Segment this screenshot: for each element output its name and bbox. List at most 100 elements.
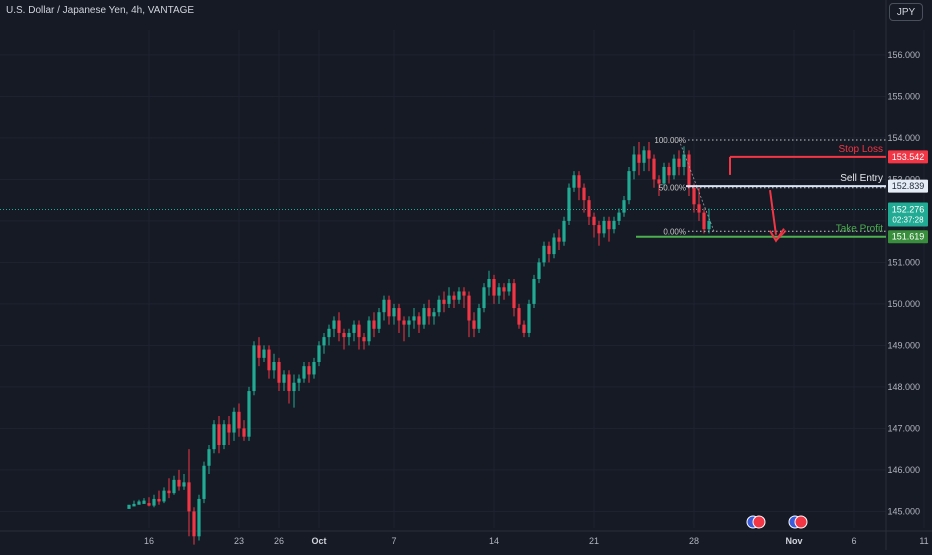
candle <box>147 503 151 506</box>
candle <box>152 498 156 506</box>
candle <box>162 490 166 502</box>
candle <box>492 279 496 296</box>
projection-arrow-down <box>769 189 777 235</box>
candle <box>637 154 641 163</box>
candle <box>407 320 411 325</box>
candle <box>292 382 296 392</box>
candle <box>267 349 271 371</box>
candle <box>362 337 366 342</box>
x-tick-label: 6 <box>851 536 856 546</box>
candle <box>432 312 436 317</box>
candle <box>522 324 526 333</box>
candle <box>537 262 541 279</box>
candle <box>257 345 261 358</box>
x-tick-label: Oct <box>311 536 326 546</box>
chart-title: U.S. Dollar / Japanese Yen, 4h, VANTAGE <box>6 5 195 16</box>
candle <box>142 500 146 504</box>
candle <box>227 424 231 433</box>
candle <box>322 337 326 346</box>
candle <box>302 366 306 379</box>
candle <box>477 308 481 329</box>
candle <box>172 479 176 494</box>
candle <box>337 320 341 333</box>
candle <box>542 245 546 263</box>
economic-event-icon[interactable] <box>746 515 766 529</box>
candle <box>617 212 621 221</box>
x-tick-label: Nov <box>785 536 802 546</box>
candle <box>242 428 246 437</box>
candle <box>282 374 286 383</box>
economic-event-icon[interactable] <box>788 515 808 529</box>
candle <box>297 378 301 383</box>
candle <box>377 312 381 329</box>
currency-button[interactable]: JPY <box>889 3 923 21</box>
candle <box>392 308 396 317</box>
candle <box>532 279 536 304</box>
candle <box>627 171 631 201</box>
y-tick-label: 150.000 <box>887 299 920 309</box>
candle <box>307 366 311 375</box>
x-tick-label: 26 <box>274 536 284 546</box>
last-price-tag: 152.276 <box>892 204 925 214</box>
candle <box>332 320 336 329</box>
x-tick-label: 23 <box>234 536 244 546</box>
candle <box>347 332 351 338</box>
candle <box>612 220 616 230</box>
candle <box>187 482 191 512</box>
candle <box>277 362 281 383</box>
candle <box>327 328 331 338</box>
candle <box>682 154 686 167</box>
candle <box>192 511 196 537</box>
candle <box>547 245 551 255</box>
fib-level-label: 50.00% <box>659 184 686 193</box>
candle <box>132 503 136 507</box>
candle <box>167 490 171 494</box>
last-price-tag-bg <box>888 202 928 227</box>
candle <box>472 320 476 329</box>
candle <box>482 287 486 309</box>
candle <box>312 362 316 375</box>
y-tick-label: 156.000 <box>887 50 920 60</box>
candle <box>662 166 666 184</box>
candle <box>212 424 216 450</box>
candle <box>562 220 566 242</box>
candle <box>657 179 661 184</box>
candle <box>572 175 576 188</box>
stop-loss-price-tag: 153.542 <box>892 152 925 162</box>
candle <box>417 316 421 325</box>
candle <box>512 283 516 309</box>
candle <box>647 150 651 159</box>
projection-arrow-tail <box>775 230 787 242</box>
candle <box>317 345 321 362</box>
take-profit-label: Take Profit <box>836 224 883 235</box>
candle <box>232 411 236 433</box>
y-tick-label: 151.000 <box>887 257 920 267</box>
candle <box>447 295 451 304</box>
candle <box>467 295 471 321</box>
candle <box>252 345 256 392</box>
x-tick-label: 28 <box>689 536 699 546</box>
candle <box>587 200 591 217</box>
sell-entry-label: Sell Entry <box>840 173 883 184</box>
candle <box>157 498 161 502</box>
projection-arrow-head <box>769 228 785 243</box>
candle <box>352 324 356 333</box>
candle <box>452 295 456 300</box>
candle <box>397 308 401 321</box>
y-tick-label: 147.000 <box>887 423 920 433</box>
candle <box>597 225 601 234</box>
candle <box>437 299 441 313</box>
candle <box>502 287 506 292</box>
candle <box>367 320 371 342</box>
candle <box>697 204 701 213</box>
y-tick-label: 155.000 <box>887 91 920 101</box>
take-profit-price-tag-bg <box>888 230 928 244</box>
candle <box>507 283 511 292</box>
take-profit-price-tag: 151.619 <box>892 232 925 242</box>
candle <box>592 216 596 226</box>
candle <box>442 299 446 304</box>
candle <box>707 220 711 230</box>
